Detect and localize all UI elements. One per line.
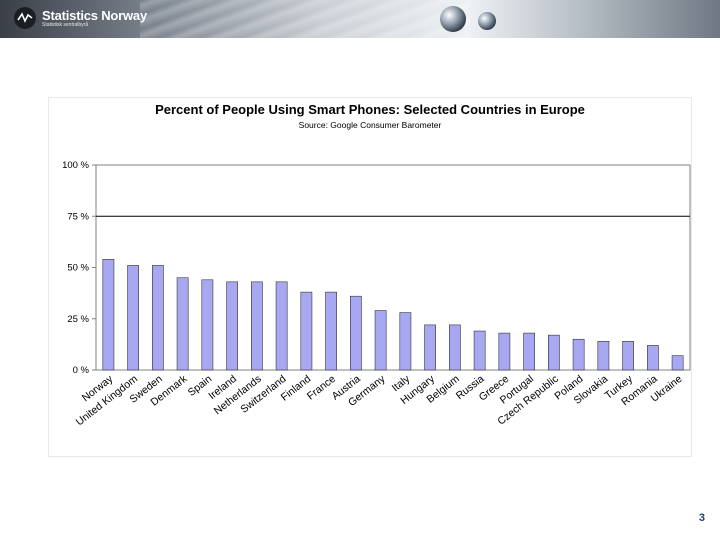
bar — [127, 265, 139, 371]
bar — [424, 324, 436, 371]
bar — [647, 345, 659, 371]
bar — [572, 338, 585, 371]
bar — [300, 291, 313, 371]
bar — [671, 355, 684, 371]
y-tick-label: 50 % — [67, 263, 89, 274]
plot-area — [95, 164, 691, 371]
logo-subtitle: Statistisk sentralbyrå — [42, 21, 89, 28]
bar — [226, 281, 238, 371]
page-number: 3 — [698, 512, 705, 524]
logo-name: Statistics Norway — [42, 7, 147, 23]
banner-sphere-left — [440, 6, 466, 32]
y-tick-label: 25 % — [67, 314, 89, 325]
bar-chart: Percent of People Using Smart Phones: Se… — [62, 102, 691, 428]
bar — [449, 324, 461, 371]
bar — [374, 310, 387, 371]
bar — [498, 332, 511, 371]
bar — [275, 281, 288, 371]
bar — [176, 277, 189, 371]
bar — [399, 312, 412, 371]
header-banner: Statistics Norway Statistisk sentralbyrå — [0, 0, 720, 38]
bar — [350, 295, 362, 371]
bar — [622, 341, 634, 371]
chart-subtitle: Source: Google Consumer Barometer — [299, 120, 442, 130]
banner-decoration — [140, 0, 470, 38]
bar — [251, 281, 263, 371]
y-tick-label: 75 % — [67, 211, 89, 222]
chart-title: Percent of People Using Smart Phones: Se… — [155, 102, 585, 117]
bar — [597, 341, 610, 371]
banner-sphere-right — [478, 12, 496, 30]
y-tick-label: 100 % — [62, 160, 89, 171]
logo[interactable]: Statistics Norway Statistisk sentralbyrå — [14, 7, 147, 29]
bar — [102, 259, 115, 371]
bar — [523, 332, 535, 371]
y-tick-label: 0 % — [73, 365, 90, 376]
bar — [473, 330, 486, 371]
bar — [201, 279, 214, 371]
bar — [325, 291, 337, 371]
chart-container: Percent of People Using Smart Phones: Se… — [48, 97, 692, 457]
logo-icon — [14, 7, 36, 29]
bar — [152, 265, 164, 371]
bar — [548, 334, 560, 371]
